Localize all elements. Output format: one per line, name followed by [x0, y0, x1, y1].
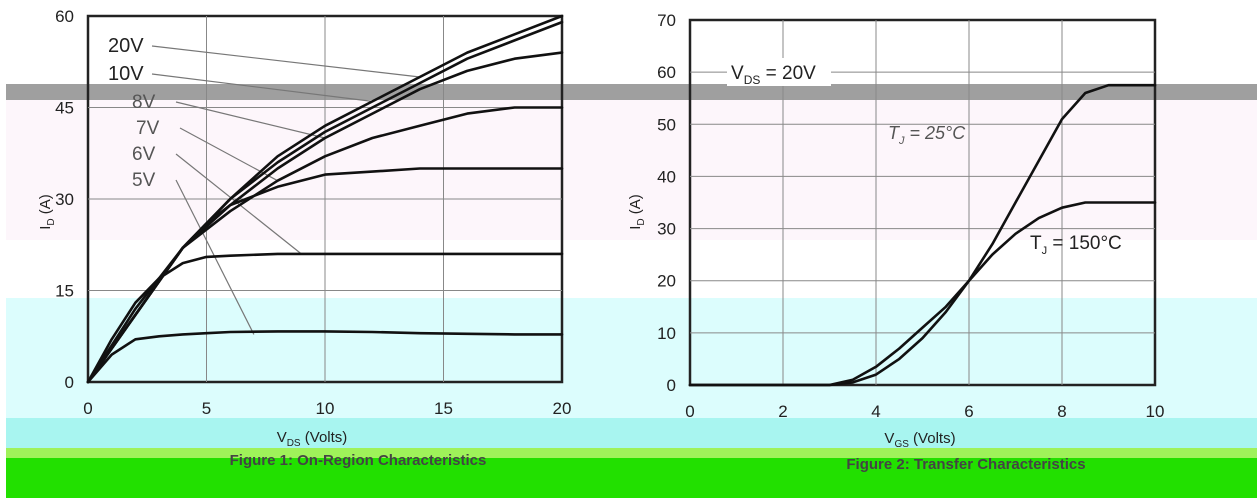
x-tick-label: 6 [964, 402, 973, 421]
y-tick-label: 40 [657, 167, 676, 186]
series-label-6v: 6V [132, 144, 156, 165]
y-tick-label: 60 [657, 63, 676, 82]
y-tick-label: 60 [55, 7, 74, 26]
y-tick-label: 50 [657, 115, 676, 134]
green-overlay-band [6, 458, 1257, 498]
chart2-y-ticks: 0 10 20 30 40 50 60 70 [657, 11, 676, 395]
chart1-x-ticks: 0 5 10 15 20 [83, 399, 571, 418]
x-tick-label: 4 [871, 402, 880, 421]
y-tick-label: 20 [657, 272, 676, 291]
y-tick-label: 10 [657, 324, 676, 343]
series-line-5v [86, 252, 564, 384]
series-label-10v: 10V [108, 63, 144, 85]
condition-label-bg [727, 58, 831, 86]
x-tick-label: 15 [434, 399, 453, 418]
x-tick-label: 0 [83, 399, 92, 418]
series-line-6v [86, 167, 564, 384]
series-label-7v: 7V [136, 118, 160, 139]
x-tick-label: 8 [1057, 402, 1066, 421]
gray-overlay-band [6, 84, 1257, 100]
series-label-5v: 5V [132, 170, 156, 191]
chart2-series [688, 83, 1157, 387]
cyan-overlay-band [6, 298, 1257, 418]
x-tick-label: 0 [685, 402, 694, 421]
on-region-chart: 0 5 10 15 20 0 15 30 45 60 20V 10V 8V 7V 6V 5V ID (A)… [37, 7, 571, 469]
label-leader-line [151, 45, 420, 78]
chart1-label-leaders [151, 45, 420, 335]
cyan-overlay-band-dark [6, 418, 1257, 448]
x-tick-label: 10 [316, 399, 335, 418]
series-label-20v: 20V [108, 35, 144, 57]
transfer-chart: 0 2 4 6 8 10 0 10 20 30 40 50 60 70 VDS = 20V TJ = 2… [627, 11, 1164, 473]
tj-150-label: TJ = 150°C [1030, 233, 1122, 257]
x-tick-label: 10 [1146, 402, 1165, 421]
y-tick-label: 70 [657, 11, 676, 30]
condition-label: VDS = 20V [731, 63, 816, 87]
label-leader-line [175, 153, 302, 255]
y-tick-label: 30 [55, 190, 74, 209]
series-line-lowest [86, 330, 564, 384]
chart2-caption: Figure 2: Transfer Characteristics [846, 456, 1085, 473]
chart1-annotations: 20V 10V 8V 7V 6V 5V [108, 35, 160, 191]
y-tick-label: 15 [55, 282, 74, 301]
chart1-caption: Figure 1: On-Region Characteristics [230, 452, 487, 469]
label-leader-line [151, 73, 373, 102]
chart2-grid [690, 20, 1155, 385]
chart1-series [86, 14, 564, 384]
chart2-y-axis-title: ID (A) [627, 194, 647, 230]
label-leader-line [175, 101, 326, 139]
tj-25-label: TJ = 25°C [888, 123, 966, 147]
y-tick-label: 0 [667, 376, 676, 395]
light-green-overlay-band [6, 448, 1257, 458]
chart2-x-axis-title: VGS (Volts) [884, 430, 955, 450]
chart1-y-ticks: 0 15 30 45 60 [55, 7, 74, 392]
y-tick-label: 45 [55, 99, 74, 118]
chart2-x-ticks: 0 2 4 6 8 10 [685, 402, 1164, 421]
chart1-y-axis-title: ID (A) [37, 194, 57, 230]
x-tick-label: 2 [778, 402, 787, 421]
series-label-8v: 8V [132, 92, 156, 113]
x-tick-label: 5 [202, 399, 211, 418]
x-tick-label: 20 [553, 399, 572, 418]
chart1-x-axis-title: VDS (Volts) [277, 429, 348, 449]
chart1-grid [88, 16, 562, 382]
y-tick-label: 0 [65, 373, 74, 392]
series-line-t-j-150-c [688, 201, 1157, 387]
y-tick-label: 30 [657, 220, 676, 239]
